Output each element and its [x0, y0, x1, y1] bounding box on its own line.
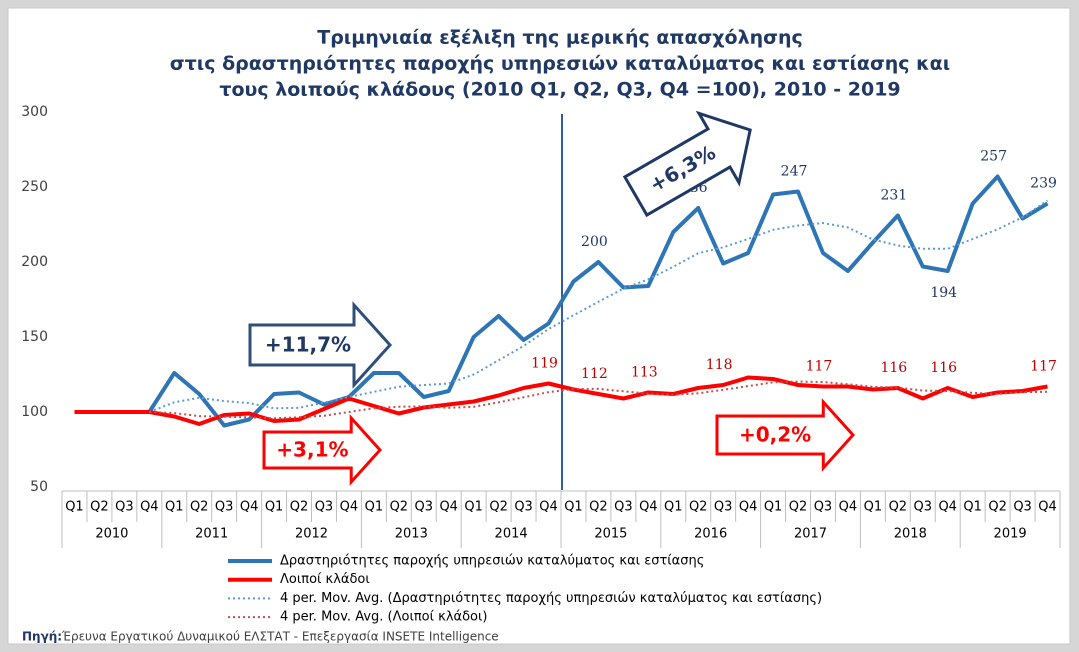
x-group-label: 2017	[794, 527, 827, 542]
x-tick-label: Q1	[65, 500, 84, 515]
chart-title: τους λοιπούς κλάδους (2010 Q1, Q2, Q3, Q…	[219, 79, 900, 101]
x-group-label: 2012	[295, 527, 328, 542]
data-label: 231	[880, 188, 907, 204]
data-label: 247	[781, 164, 808, 180]
legend-label: 4 per. Mov. Avg. (Δραστηριότητες παροχής…	[280, 591, 822, 606]
x-tick-label: Q3	[415, 500, 434, 515]
source-label: Πηγή:	[22, 630, 62, 644]
x-tick-label: Q4	[839, 500, 858, 515]
x-tick-label: Q2	[90, 500, 109, 515]
data-label: 118	[706, 357, 733, 373]
x-tick-label: Q3	[814, 500, 833, 515]
x-tick-label: Q3	[315, 500, 334, 515]
annotation-arrow: +0,2%	[715, 398, 856, 472]
y-tick-label: 100	[21, 404, 48, 420]
x-tick-label: Q1	[664, 500, 683, 515]
annotation-arrow: +3,1%	[262, 414, 383, 486]
x-tick-label: Q3	[115, 500, 134, 515]
data-label: 112	[581, 366, 608, 382]
y-tick-label: 50	[30, 479, 48, 495]
x-tick-label: Q4	[739, 500, 758, 515]
x-tick-label: Q2	[889, 500, 908, 515]
x-tick-label: Q4	[240, 500, 259, 515]
data-label: 119	[531, 356, 558, 372]
annotation-arrow: +6,3%	[622, 110, 752, 218]
y-tick-label: 300	[21, 104, 48, 120]
x-tick-label: Q4	[439, 500, 458, 515]
x-tick-label: Q1	[365, 500, 384, 515]
x-tick-label: Q2	[489, 500, 508, 515]
x-tick-label: Q4	[938, 500, 957, 515]
x-tick-label: Q1	[265, 500, 284, 515]
x-group-label: 2011	[195, 527, 228, 542]
x-tick-label: Q1	[764, 500, 783, 515]
y-tick-label: 200	[21, 254, 48, 270]
arrow-shape	[715, 398, 856, 472]
data-label: 257	[980, 149, 1007, 165]
x-group-label: 2013	[395, 527, 428, 542]
series-line	[74, 174, 1049, 428]
data-label: 194	[930, 285, 957, 301]
x-tick-label: Q1	[564, 500, 583, 515]
arrow-shape	[262, 414, 383, 486]
data-label: 200	[581, 234, 608, 250]
chart-title: Τριμηνιαία εξέλιξη της μερικής απασχόλησ…	[317, 27, 802, 49]
x-group-label: 2014	[495, 527, 528, 542]
series-line	[74, 375, 1048, 426]
x-group-label: 2019	[994, 527, 1027, 542]
x-tick-label: Q2	[689, 500, 708, 515]
legend-label: Δραστηριότητες παροχής υπηρεσιών καταλύμ…	[280, 554, 704, 569]
x-group-label: 2015	[594, 527, 627, 542]
x-tick-label: Q4	[340, 500, 359, 515]
x-tick-label: Q2	[390, 500, 409, 515]
arrow-shape	[622, 110, 752, 218]
annotation: +0,2%	[739, 423, 811, 447]
x-group-label: 2010	[95, 527, 128, 542]
y-tick-label: 150	[21, 329, 48, 345]
x-tick-label: Q1	[963, 500, 982, 515]
x-tick-label: Q2	[589, 500, 608, 515]
x-group-label: 2016	[694, 527, 727, 542]
x-tick-label: Q2	[988, 500, 1007, 515]
legend-label: Λοιποί κλάδοι	[280, 572, 370, 587]
annotation-arrow: +11,7%	[248, 301, 393, 389]
panel	[7, 7, 1071, 645]
x-tick-label: Q3	[914, 500, 933, 515]
data-label: 113	[631, 365, 658, 381]
data-label: 117	[806, 359, 833, 375]
x-tick-label: Q4	[639, 500, 658, 515]
moving-average-line	[149, 380, 1048, 420]
x-tick-label: Q3	[714, 500, 733, 515]
x-tick-label: Q1	[464, 500, 483, 515]
x-group-label: 2018	[894, 527, 927, 542]
x-tick-label: Q3	[514, 500, 533, 515]
x-tick-label: Q3	[1013, 500, 1032, 515]
x-tick-label: Q4	[1038, 500, 1057, 515]
legend-label: 4 per. Mov. Avg. (Λοιποί κλάδοι)	[280, 610, 487, 625]
x-tick-label: Q4	[539, 500, 558, 515]
x-tick-label: Q1	[165, 500, 184, 515]
moving-average-line	[148, 199, 1049, 413]
x-tick-label: Q3	[614, 500, 633, 515]
x-tick-label: Q2	[290, 500, 309, 515]
x-tick-label: Q1	[864, 500, 883, 515]
chart-title: στις δραστηριότητες παροχής υπηρεσιών κα…	[170, 53, 950, 75]
y-tick-label: 250	[21, 179, 48, 195]
arrow-shape	[248, 301, 393, 389]
data-label: 239	[1030, 176, 1057, 192]
annotation: +3,1%	[276, 438, 348, 462]
data-label: 116	[930, 360, 957, 376]
data-label: 116	[880, 360, 907, 376]
x-tick-label: Q3	[215, 500, 234, 515]
source: Έρευνα Εργατικού Δυναμικού ΕΛΣΤΑΤ - Επεξ…	[61, 630, 499, 644]
x-tick-label: Q2	[789, 500, 808, 515]
x-tick-label: Q2	[190, 500, 209, 515]
x-tick-label: Q4	[140, 500, 159, 515]
data-label: 117	[1030, 359, 1057, 375]
annotation: +11,7%	[265, 333, 351, 357]
